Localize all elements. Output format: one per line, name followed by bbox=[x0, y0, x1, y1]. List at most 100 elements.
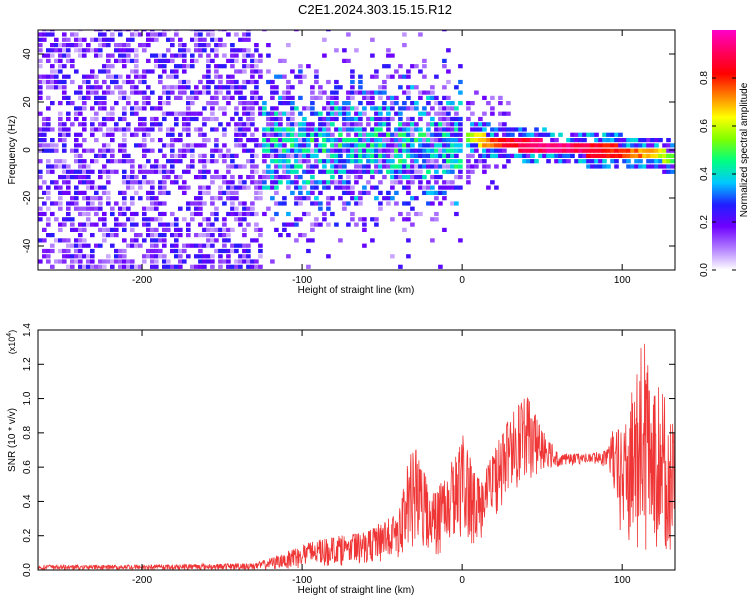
spectrogram-cell bbox=[102, 101, 107, 106]
spectrogram-cell bbox=[250, 153, 255, 158]
spectrogram-cell bbox=[110, 74, 115, 79]
spectrogram-cell bbox=[450, 153, 455, 158]
spectrogram-cell bbox=[362, 95, 367, 100]
spectrogram-cell bbox=[314, 201, 319, 206]
spectrogram-cell bbox=[310, 222, 315, 227]
spectrogram-cell bbox=[94, 53, 99, 58]
spectrogram-cell bbox=[586, 153, 591, 158]
spectrogram-cell bbox=[126, 101, 131, 106]
spectrogram-cell bbox=[198, 127, 203, 132]
spectrogram-cell bbox=[118, 85, 123, 90]
spectrogram-cell bbox=[454, 164, 459, 169]
spectrogram-cell bbox=[142, 211, 147, 217]
spectrogram-cell bbox=[274, 169, 279, 174]
colorbar: 0.00.20.40.60.8 Normalized spectral ampl… bbox=[699, 30, 750, 277]
spectrogram-cell bbox=[510, 132, 515, 137]
spectrogram-cell bbox=[378, 90, 383, 95]
spectrogram-cell bbox=[554, 148, 559, 153]
spectrogram-cell bbox=[354, 48, 359, 53]
spectrogram-cell bbox=[190, 95, 195, 100]
spectrogram-cell bbox=[354, 106, 359, 111]
spectrogram-cell bbox=[210, 264, 215, 269]
spectrogram-cell bbox=[174, 53, 179, 58]
spectrogram-cell bbox=[486, 143, 491, 148]
spectrogram-cell bbox=[118, 190, 123, 195]
spectrogram-cell bbox=[150, 169, 155, 174]
spectrogram-cell bbox=[306, 122, 311, 127]
spectrogram-cell bbox=[142, 122, 147, 127]
spectrogram-cell bbox=[110, 127, 115, 132]
spectrogram-cell bbox=[442, 111, 447, 116]
spectrogram-cell bbox=[38, 37, 43, 42]
spectrogram-cell bbox=[162, 69, 167, 74]
spectrogram-cell bbox=[210, 58, 215, 63]
spectrogram-cell bbox=[114, 248, 119, 254]
spectrogram-cell bbox=[594, 164, 599, 169]
spectrogram-cell bbox=[86, 95, 91, 100]
spectrogram-cell bbox=[118, 206, 123, 211]
spectrogram-cell bbox=[66, 58, 71, 63]
spectrogram-cell bbox=[398, 175, 403, 180]
spectrogram-cell bbox=[186, 243, 191, 248]
spectrogram-cell bbox=[618, 138, 623, 143]
spectrogram-cell bbox=[310, 111, 315, 116]
spectrogram-cell bbox=[70, 227, 75, 232]
spectrogram-cell bbox=[370, 185, 375, 190]
spectrogram-cell bbox=[270, 138, 275, 143]
spectrogram-cell bbox=[282, 127, 287, 132]
spectrogram-cell bbox=[434, 148, 439, 153]
spectrogram-cell bbox=[270, 148, 275, 153]
spectrogram-cell bbox=[54, 259, 59, 264]
spectrogram-cell bbox=[370, 37, 375, 42]
spectrogram-cell bbox=[158, 127, 163, 132]
spectrogram-cell bbox=[446, 101, 451, 106]
spectrogram-cell bbox=[42, 132, 47, 137]
spectrogram-cell bbox=[246, 30, 251, 32]
spectrogram-cell bbox=[350, 185, 355, 190]
spectrogram-cell bbox=[106, 74, 111, 79]
spectrogram-cell bbox=[310, 238, 315, 243]
spectrogram-cell bbox=[450, 101, 455, 106]
spectrogram-cell bbox=[214, 169, 219, 174]
spectrogram-cell bbox=[102, 32, 107, 37]
spectrogram-cell bbox=[70, 196, 75, 201]
spectrogram-cell bbox=[238, 185, 243, 190]
spectrogram-cell bbox=[270, 185, 275, 190]
spectrogram-cell bbox=[94, 74, 99, 79]
spectrogram-cell bbox=[158, 79, 163, 85]
spectrogram-cell bbox=[394, 180, 399, 185]
spectrogram-cell bbox=[294, 185, 299, 190]
spectrogram-cell bbox=[154, 106, 159, 111]
spectrogram-cell bbox=[90, 248, 95, 254]
spectrogram-cell bbox=[242, 111, 247, 116]
spectrogram-cell bbox=[262, 106, 267, 111]
spectrogram-cell bbox=[98, 217, 103, 222]
spectrogram-cell bbox=[322, 138, 327, 143]
spectrogram-cell bbox=[402, 169, 407, 174]
spectrogram-cell bbox=[202, 132, 207, 137]
spectrogram-cell bbox=[170, 85, 175, 90]
y-tick-label: 0 bbox=[22, 147, 33, 153]
spectrogram-cell bbox=[138, 169, 143, 174]
spectrogram-cell bbox=[438, 122, 443, 127]
spectrogram-cell bbox=[278, 148, 283, 153]
spectrogram-cell bbox=[426, 164, 431, 169]
spectrogram-cell bbox=[226, 148, 231, 153]
spectrogram-cell bbox=[662, 169, 667, 174]
spectrogram-cell bbox=[402, 90, 407, 95]
spectrogram-cell bbox=[314, 185, 319, 190]
spectrogram-cell bbox=[74, 169, 79, 174]
spectrogram-cell bbox=[38, 138, 43, 143]
spectrogram-cell bbox=[54, 58, 59, 63]
spectrogram-cell bbox=[198, 222, 203, 227]
spectrogram-cell bbox=[458, 148, 463, 153]
spectrogram-cell bbox=[114, 254, 119, 259]
spectrogram-cell bbox=[422, 64, 427, 69]
spectrogram-cell bbox=[226, 211, 231, 217]
spectrogram-cell bbox=[318, 90, 323, 95]
spectrogram-cell bbox=[154, 248, 159, 254]
spectrogram-cell bbox=[46, 127, 51, 132]
spectrogram-cell bbox=[62, 217, 67, 222]
spectrogram-cell bbox=[318, 190, 323, 195]
spectrogram-cell bbox=[366, 164, 371, 169]
